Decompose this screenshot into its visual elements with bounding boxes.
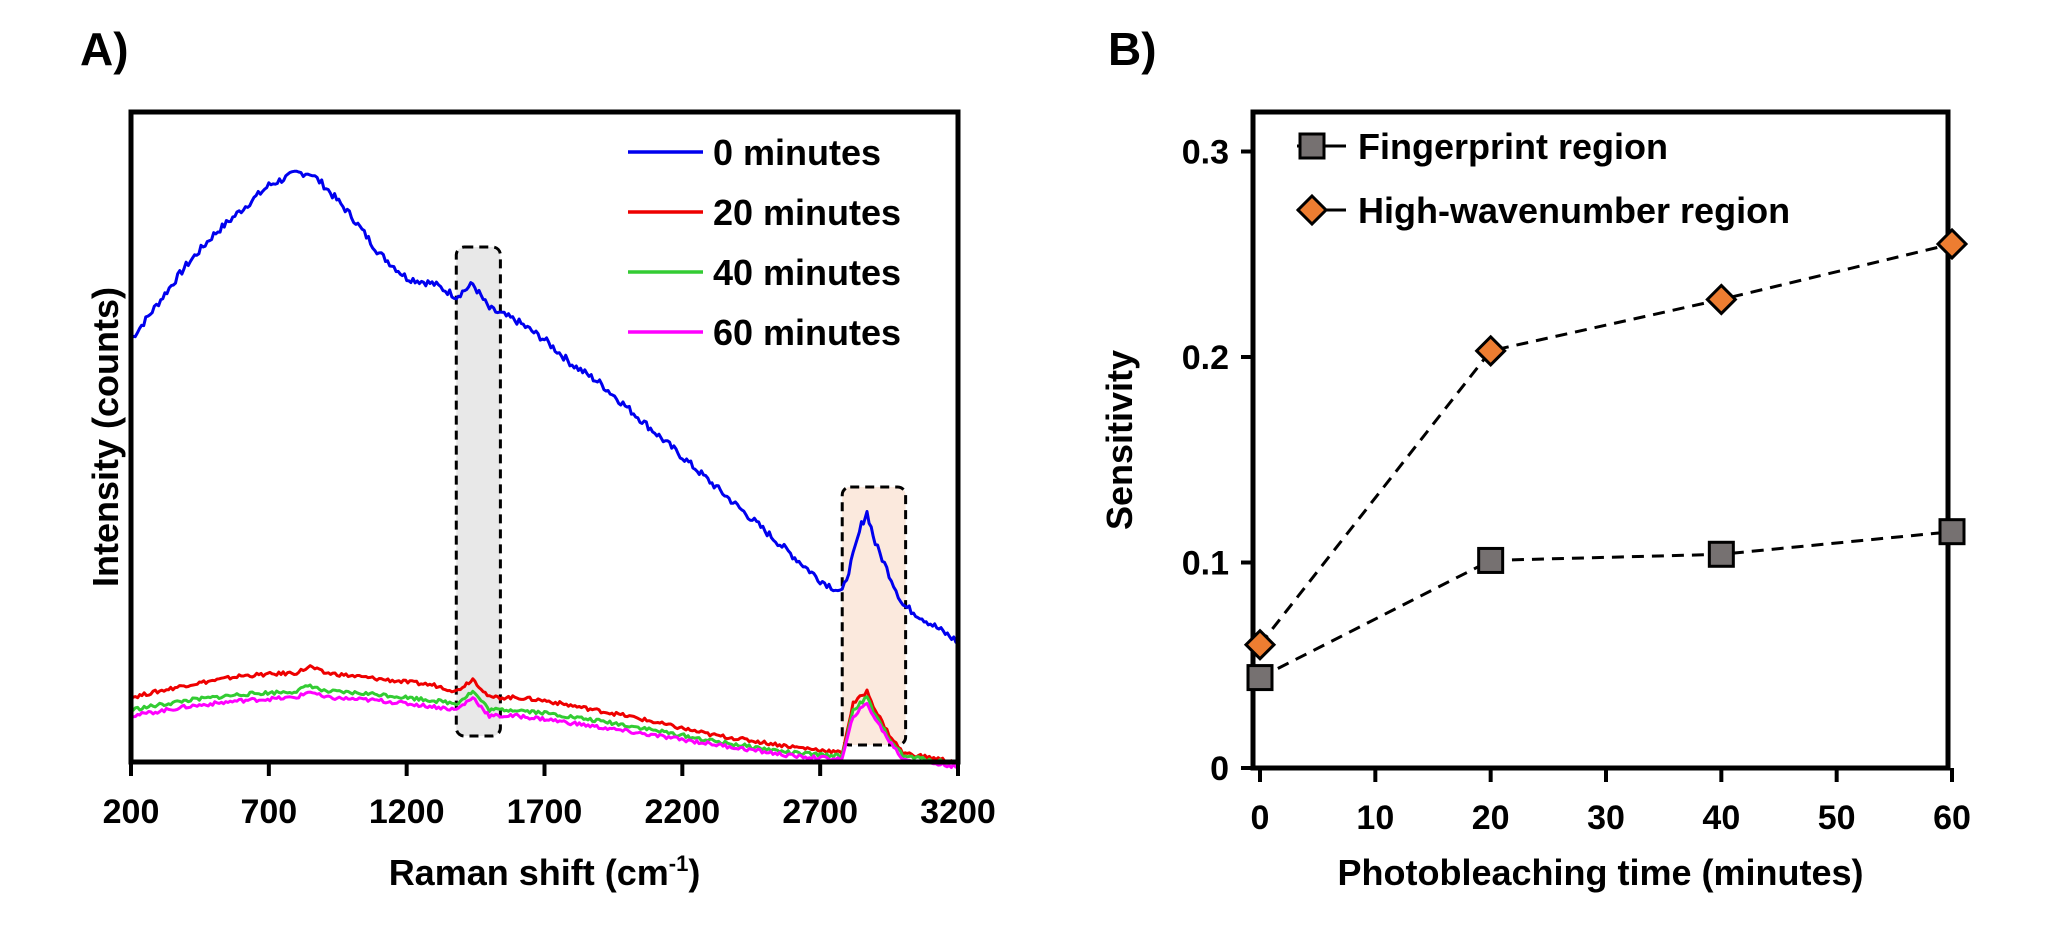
x-axis-title: Photobleaching time (minutes) [1337,852,1863,893]
legend-square-icon [1298,132,1326,160]
plot-frame-b [1250,109,1951,771]
x-tick-label: 20 [1472,799,1510,837]
square-marker-icon [1246,664,1274,692]
series-line-0-minutes [129,169,959,644]
legend-label: 40 minutes [713,252,901,293]
diamond-marker-icon [1474,334,1507,367]
y-tick-label: 0.2 [1182,339,1229,377]
x-axis-title: Raman shift (cm-1) [389,851,701,893]
x-tick-label: 3200 [920,793,996,831]
y-tick-label: 0.3 [1182,134,1229,172]
series-line-High-wavenumber-region [1258,242,1953,646]
x-tick-label: 200 [103,793,160,831]
legend-label: 60 minutes [713,312,901,353]
panel-b-label: B) [1108,23,1157,75]
x-tick-label: 10 [1356,799,1394,837]
y-tick-label: 0 [1210,750,1229,788]
square-marker-icon [1938,518,1966,546]
legend-label: High-wavenumber region [1358,190,1790,231]
square-marker-icon [1707,540,1735,568]
legend-diamond-icon [1295,193,1329,227]
diamond-marker-icon [1243,628,1277,661]
diamond-marker-icon [1935,227,1969,261]
high-wavenumber-band [840,485,908,747]
y-tick-label: 0.1 [1182,545,1229,583]
x-tick-label: 30 [1587,799,1625,837]
series-line-Fingerprint-region [1259,530,1953,679]
x-tick-label: 60 [1933,799,1971,837]
x-tick-label: 40 [1702,799,1740,837]
legend-label: 0 minutes [713,132,881,173]
chart-a-raman-spectra: 200 700 1200 1700 2200 2700 3200 Raman shift (c… [85,109,996,893]
x-tick-label: 0 [1251,799,1270,837]
x-tick-label: 1700 [507,793,583,831]
square-marker-icon [1477,546,1505,574]
x-tick-label: 2700 [782,793,858,831]
series-line-40-minutes [130,683,959,766]
x-tick-label: 2200 [645,793,721,831]
panel-a-label: A) [80,23,129,75]
y-axis-title: Intensity (counts) [85,287,126,587]
diamond-marker-icon [1705,283,1738,316]
series-line-20-minutes [129,664,959,765]
x-tick-label: 50 [1818,799,1856,837]
legend-label: Fingerprint region [1358,126,1668,167]
legend-label: 20 minutes [713,192,901,233]
fingerprint-band [454,245,502,738]
series-line-60-minutes [130,690,959,769]
x-tick-label: 700 [240,793,297,831]
y-axis-title: Sensitivity [1099,350,1140,530]
x-tick-label: 1200 [369,793,445,831]
